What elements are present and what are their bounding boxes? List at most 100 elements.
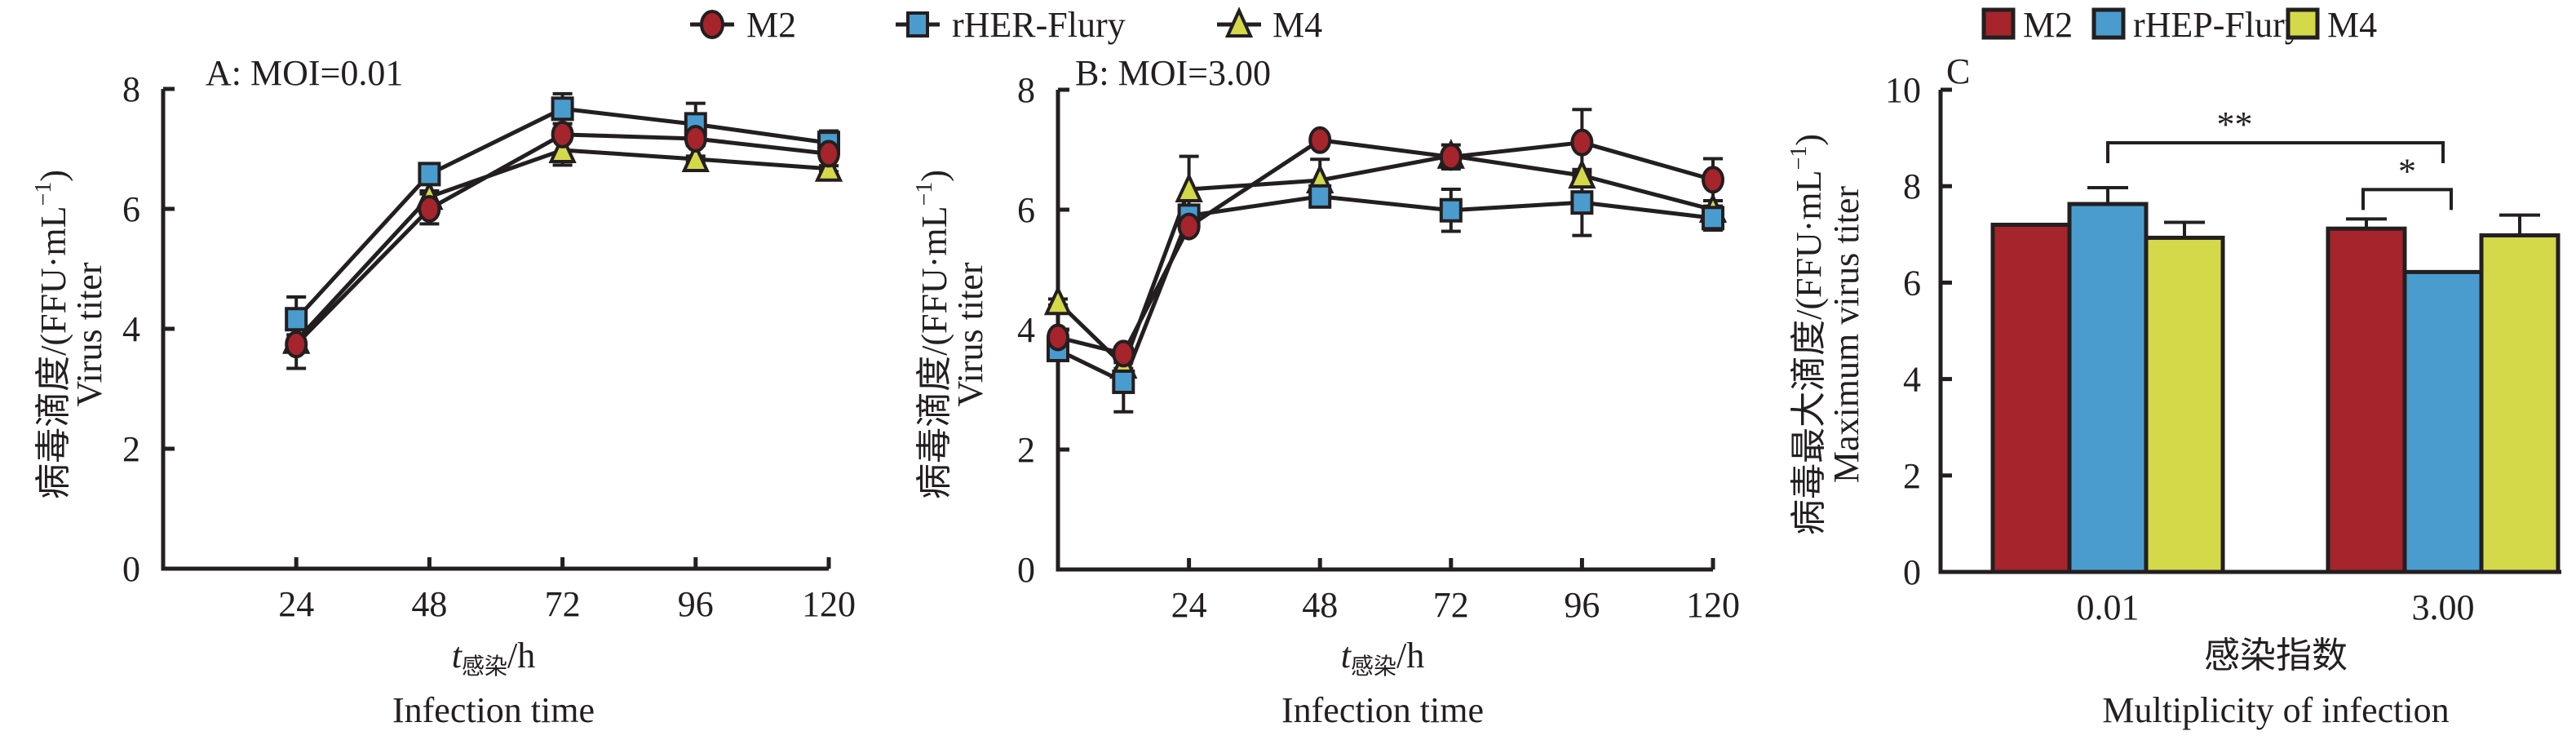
xlabel-unit: /h xyxy=(507,636,535,676)
legend-item-m4: M4 xyxy=(1217,5,1322,45)
series-line-m4 xyxy=(1056,153,1714,370)
y-tick-label: 2 xyxy=(1903,456,1921,496)
y-tick-label: 8 xyxy=(1903,166,1921,206)
ylabel-close: ) xyxy=(1789,134,1829,146)
significance-label: * xyxy=(2398,151,2416,191)
y-tick-label: 4 xyxy=(1903,360,1921,400)
y-tick-label: 8 xyxy=(1017,70,1035,110)
triangle-marker-icon xyxy=(1224,7,1254,38)
ylabel-sup: −1 xyxy=(1786,146,1812,171)
data-point-circle xyxy=(1439,143,1463,171)
panel-a-label: A: MOI=0.01 xyxy=(206,53,403,93)
error-bar xyxy=(2164,220,2205,238)
data-point-circle xyxy=(1047,323,1069,352)
xlabel-unit: /h xyxy=(1396,636,1424,676)
y-tick-label: 6 xyxy=(122,189,140,229)
legend-label: M2 xyxy=(2023,5,2073,45)
bar-rhep-flury xyxy=(2402,269,2484,574)
panel-b-label: B: MOI=3.00 xyxy=(1075,53,1271,93)
svg-text:病毒最大滴度/(FFU·mL−1): 病毒最大滴度/(FFU·mL−1) xyxy=(1786,134,1829,535)
error-bar xyxy=(2499,213,2540,236)
panel-b: B: MOI=3.00 病毒滴度/(FFU·mL−1) Virus titer … xyxy=(912,53,1740,730)
xlabel-sub: 感染 xyxy=(462,654,507,680)
data-point-triangle xyxy=(1175,172,1203,203)
svg-text:病毒滴度/(FFU·mL−1): 病毒滴度/(FFU·mL−1) xyxy=(31,170,73,499)
x-tick-label: 48 xyxy=(1302,585,1338,625)
data-point-triangle xyxy=(1568,158,1596,189)
x-tick-label: 96 xyxy=(678,584,714,624)
error-bar xyxy=(2346,217,2387,229)
legend-swatch-rhep xyxy=(2091,7,2126,40)
y-tick-label: 6 xyxy=(1017,190,1035,230)
legend-label: M4 xyxy=(2327,5,2377,45)
data-point-circle xyxy=(551,120,574,148)
panel-c-label: C xyxy=(1946,51,1970,91)
panel-a-ylabel: 病毒滴度/(FFU·mL−1) Virus titer xyxy=(31,170,109,499)
ylabel-sup: −1 xyxy=(912,182,937,206)
y-tick-label: 6 xyxy=(1903,263,1921,303)
bar-m4 xyxy=(2144,235,2225,574)
x-tick-label: 96 xyxy=(1564,585,1600,625)
svg-text:t感染/h: t感染/h xyxy=(452,636,535,680)
data-point-square xyxy=(1308,184,1332,209)
y-tick-label: 4 xyxy=(1017,310,1035,350)
y-tick-label: 4 xyxy=(122,309,140,349)
data-point-circle xyxy=(285,330,308,359)
ylabel-en: Virus titer xyxy=(69,262,109,406)
data-point-triangle xyxy=(681,142,710,172)
y-tick-label: 2 xyxy=(1017,430,1035,470)
legend-label: M2 xyxy=(746,5,796,45)
ylabel-cn: 病毒滴度/(FFU·mL xyxy=(914,206,954,499)
legend-label: rHER-Flury xyxy=(952,5,1126,45)
data-point-square xyxy=(1439,197,1463,223)
error-bar xyxy=(2087,185,2128,205)
data-point-square xyxy=(1112,369,1135,394)
panel-a: A: MOI=0.01 病毒滴度/(FFU·mL−1) Virus titer … xyxy=(31,53,856,730)
data-point-square xyxy=(551,96,574,122)
significance-bracket xyxy=(2361,188,2453,210)
ylabel-en: Virus titer xyxy=(950,262,990,406)
svg-text:病毒滴度/(FFU·mL−1): 病毒滴度/(FFU·mL−1) xyxy=(912,170,954,499)
ylabel-close: ) xyxy=(914,170,954,182)
xlabel-en: Multiplicity of infection xyxy=(2102,690,2449,730)
legend-label: rHEP-Flury xyxy=(2133,5,2303,45)
square-marker-icon xyxy=(906,11,929,38)
circle-marker-icon xyxy=(700,10,724,39)
xlabel-t: t xyxy=(1341,636,1352,676)
data-point-square xyxy=(1570,190,1594,215)
data-point-square xyxy=(285,307,308,332)
significance-bracket xyxy=(2106,141,2445,164)
panel-c-ylabel: 病毒最大滴度/(FFU·mL−1) Maximum virus titer xyxy=(1786,134,1866,535)
x-tick-label: 120 xyxy=(802,584,856,624)
y-tick-label: 10 xyxy=(1885,70,1921,110)
bar-m4 xyxy=(2479,233,2561,574)
legend-item-m2: M2 xyxy=(690,5,796,45)
data-point-circle xyxy=(418,195,441,223)
y-tick-label: 0 xyxy=(1017,550,1035,590)
data-point-circle xyxy=(1112,339,1135,368)
y-tick-label: 8 xyxy=(122,69,140,109)
x-tick-label: 72 xyxy=(545,584,581,624)
axis-line xyxy=(1056,90,1713,572)
ylabel-close: ) xyxy=(33,170,73,182)
x-tick-label: 24 xyxy=(278,584,314,624)
data-point-circle xyxy=(684,125,707,153)
x-tick-label: 48 xyxy=(411,584,447,624)
xlabel-t: t xyxy=(452,636,463,676)
xlabel-en: Infection time xyxy=(392,690,595,730)
panel-c: C 病毒最大滴度/(FFU·mL−1) Maximum virus titer … xyxy=(1786,51,2561,730)
ylabel-sup: −1 xyxy=(31,182,56,206)
data-point-square xyxy=(1702,206,1724,231)
data-point-circle xyxy=(1308,126,1332,154)
x-tick-label: 120 xyxy=(1686,585,1740,625)
data-point-square xyxy=(418,162,441,187)
x-tick-label: 72 xyxy=(1433,585,1469,625)
line-legend: M2 rHER-Flury M4 xyxy=(690,5,1322,45)
significance-label: ** xyxy=(2217,104,2253,144)
legend-swatch-m2 xyxy=(1981,7,2016,40)
svg-text:t感染/h: t感染/h xyxy=(1341,636,1424,680)
